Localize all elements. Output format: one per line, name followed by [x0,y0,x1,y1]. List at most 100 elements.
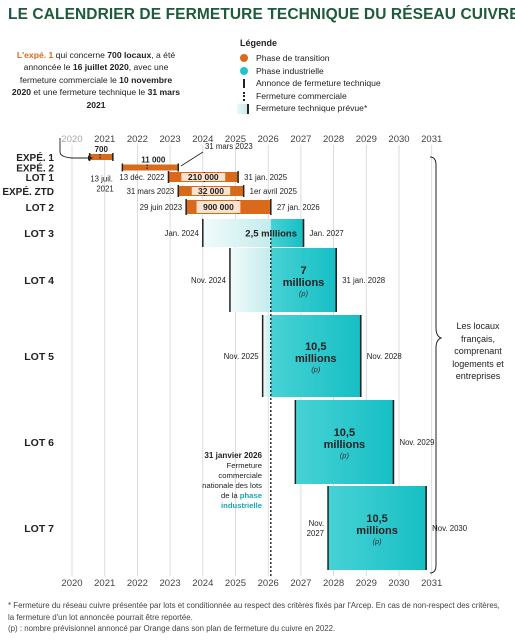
value-label: millions [356,525,398,537]
x-tick-label-bottom: 2028 [323,578,344,589]
legend-label: Phase de transition [256,53,330,63]
value-label: millions [295,353,337,365]
x-tick-label-top: 2024 [192,134,213,145]
start-date-label: Nov. 2025 [224,352,260,361]
intro-part: , a été annoncée le [23,50,176,73]
industrial-bar [270,248,337,312]
intro-part: et une fermeture technique le [31,87,148,98]
value-box [191,187,231,195]
footnote: * Fermeture du réseau cuivre présentée p… [8,600,508,635]
start-date-label: 29 juin 2023 [140,203,183,212]
industrial-bar [295,400,394,484]
intro-text: L'expé. 1 qui concerne 700 locaux, a été… [10,49,182,111]
pre-industrial-band [262,315,271,397]
value-label: 900 000 [203,202,234,212]
value-label: 10,5 [334,427,355,439]
row-label: LOT 5 [24,351,54,363]
row-label: EXPÉ. 1 [16,151,54,164]
footnote-line-1: * Fermeture du réseau cuivre présentée p… [8,601,500,622]
x-axis-top: 2020 2021 2022 2023 2024 2025 2026 2027 2028 2029… [61,134,442,145]
national-closure-text: Fermeture commerciale nationale des lots… [202,461,262,500]
legend-label: Fermeture commerciale [256,90,347,101]
x-tick-label-top: 2029 [356,134,377,145]
value-label: 7 [300,265,306,277]
x-tick-label-bottom: 2030 [388,578,409,589]
p-label: (p) [340,451,350,460]
end-date-label: Jan. 2027 [310,229,344,238]
intro-part: 16 juillet 2020 [72,62,129,73]
x-tick-label-bottom: 2031 [421,578,442,589]
row-label: LOT 7 [24,523,54,535]
value-label: 700 [95,145,109,154]
start-date-label: 13 déc. 2022 [119,173,164,182]
footnote-line-2: (p) : nombre prévisionnel annoncé par Or… [8,624,336,634]
intro-part: 31 mars 2021 [86,87,181,110]
p-label: (p) [373,537,383,546]
national-closure-phase: phase industrielle [220,491,262,510]
intro-part: , avec une fermeture commerciale le [19,62,169,85]
x-tick-label-bottom: 2020 [61,578,82,589]
start-date-label: 13 juil. [90,175,113,184]
end-date-label: 1er avril 2025 [250,187,298,196]
x-tick-label-bottom: 2023 [160,578,181,589]
intro-part: qui concerne [53,50,108,60]
start-date-label: Nov. 2024 [191,276,227,285]
gradient-bar-icon [237,104,249,114]
x-tick-label-bottom: 2025 [225,578,246,589]
legend-label: Fermeture technique prévue* [256,103,368,113]
row-label: LOT 4 [24,275,54,287]
legend-item-transition: Phase de transition [240,52,381,65]
timeline-chart: 2020 2021 2022 2023 2024 2025 2026 2027 2028 2029… [2,134,468,589]
start-date-label: Jan. 2024 [165,229,200,238]
legend-item-industrielle: Phase industrielle [240,65,381,78]
pre-industrial-band [229,248,271,312]
row-label: EXPÉ. 2 [16,162,54,175]
side-brace [429,156,443,574]
x-tick-label-bottom: 2021 [94,578,115,589]
industrial-bar [328,486,427,570]
x-tick-label-bottom: 2027 [290,578,311,589]
end-date-label: 31 jan. 2025 [244,173,288,182]
x-tick-label-bottom: 2022 [127,578,148,589]
value-label: 210 000 [188,172,219,182]
legend-item-technique: Fermeture technique prévue* [237,102,381,115]
value-label: 32 000 [198,186,224,196]
x-tick-label-top: 2031 [421,134,442,145]
end-date-label: Nov. 2028 [367,352,402,361]
row-label: EXPÉ. ZTD [2,185,54,198]
end-date-label: Nov. 2029 [399,438,434,447]
x-tick-label-top: 2030 [388,134,409,145]
value-label: millions [324,439,366,451]
value-label: 10,5 [366,513,387,525]
national-closure-date: 31 janvier 2026 [204,451,262,460]
x-tick-label-bottom: 2026 [258,578,279,589]
start-date-label: 2027 [307,529,324,538]
intro-pointer [59,138,93,161]
x-tick-label-top: 2021 [94,134,115,145]
teal-dot-icon [240,66,248,75]
x-axis-bottom: 2020 2021 2022 2023 2024 2025 2026 2027 2028 2029… [61,578,442,589]
end-date-label: Nov. 2030 [432,524,468,533]
x-tick-label-top: 2025 [225,134,246,145]
national-closure-note: 31 janvier 2026 Fermeture commerciale na… [196,451,262,511]
start-date-label: Nov. [309,519,324,528]
x-tick-label-top: 2027 [290,134,311,145]
x-tick-label-top: 2020 [61,134,82,145]
x-tick-label-top: 2028 [323,134,344,145]
row-label: LOT 2 [26,203,55,214]
start-date-label: 31 mars 2023 [127,187,175,196]
transition-bar [122,164,179,171]
x-tick-label-top: 2026 [258,134,279,145]
end-date-label: 27 jan. 2026 [277,203,320,212]
value-label: millions [283,277,325,289]
legend-item-annonce: Annonce de fermeture technique [240,77,381,90]
row-label: LOT 6 [24,437,54,449]
orange-dot-icon [240,54,248,62]
legend: Légende Phase de transition Phase indust… [237,38,381,115]
x-tick-label-top: 2023 [160,134,181,145]
value-box [196,201,241,213]
transition-bar [89,154,113,160]
leader-line [180,151,204,167]
p-label: (p) [311,365,321,374]
x-tick-label-bottom: 2024 [192,578,213,589]
